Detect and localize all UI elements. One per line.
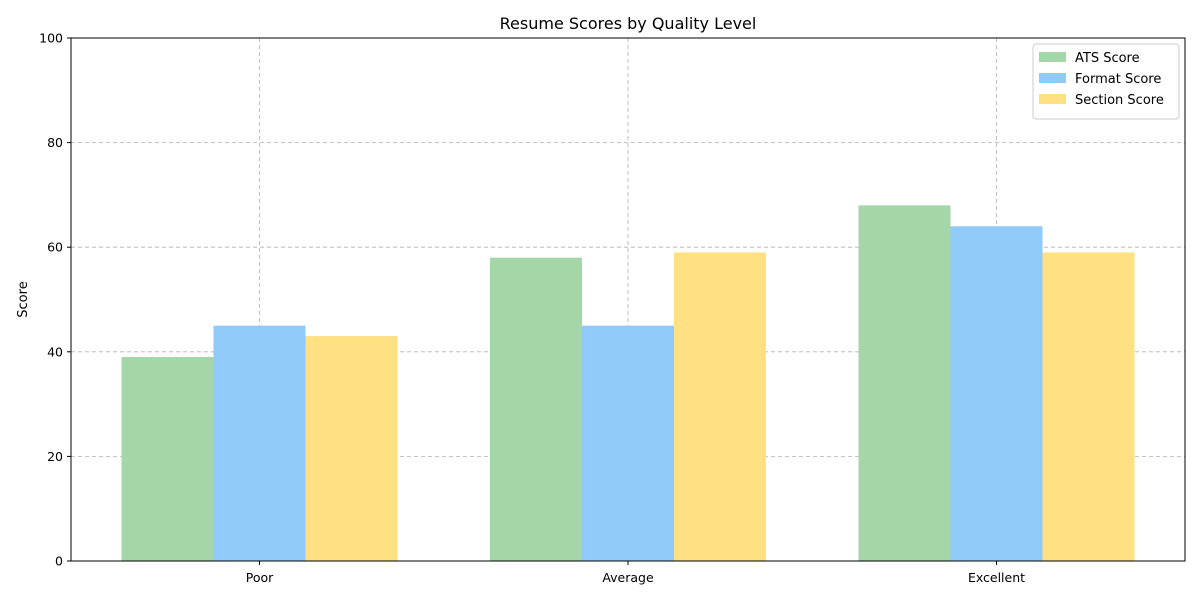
- bar-ats-score-average: [490, 257, 582, 561]
- x-axis: Poor Average Excellent: [246, 561, 1025, 585]
- bar-ats-score-excellent: [858, 205, 951, 562]
- bar-section-score-excellent: [1042, 252, 1135, 561]
- x-tick-label: Excellent: [968, 570, 1025, 585]
- bar-format-score-poor: [213, 325, 306, 561]
- y-tick-label: 60: [47, 240, 63, 255]
- legend-swatch: [1039, 94, 1066, 104]
- y-tick-label: 40: [47, 344, 63, 359]
- bar-section-score-average: [674, 252, 766, 561]
- y-axis: 0 20 40 60 80 100: [39, 31, 71, 569]
- legend-swatch: [1039, 73, 1066, 83]
- x-tick-label: Average: [602, 570, 654, 585]
- legend-label: Format Score: [1075, 72, 1161, 87]
- bar-format-score-excellent: [950, 226, 1043, 561]
- y-axis-title: Score: [16, 281, 31, 317]
- legend-swatch: [1039, 52, 1066, 62]
- bar-ats-score-poor: [121, 357, 214, 561]
- legend-label: ATS Score: [1075, 51, 1140, 66]
- bar-section-score-poor: [305, 336, 398, 561]
- legend-label: Section Score: [1075, 93, 1164, 108]
- y-tick-label: 0: [55, 554, 63, 569]
- chart-title: Resume Scores by Quality Level: [500, 14, 757, 33]
- legend: ATS Score Format Score Section Score: [1032, 43, 1180, 120]
- bars: [121, 205, 1135, 562]
- legend-box: [1032, 43, 1180, 120]
- y-tick-label: 80: [47, 135, 63, 150]
- x-tick-label: Poor: [246, 570, 274, 585]
- bar-format-score-average: [582, 325, 674, 561]
- y-tick-label: 100: [39, 31, 63, 46]
- y-tick-label: 20: [47, 449, 63, 464]
